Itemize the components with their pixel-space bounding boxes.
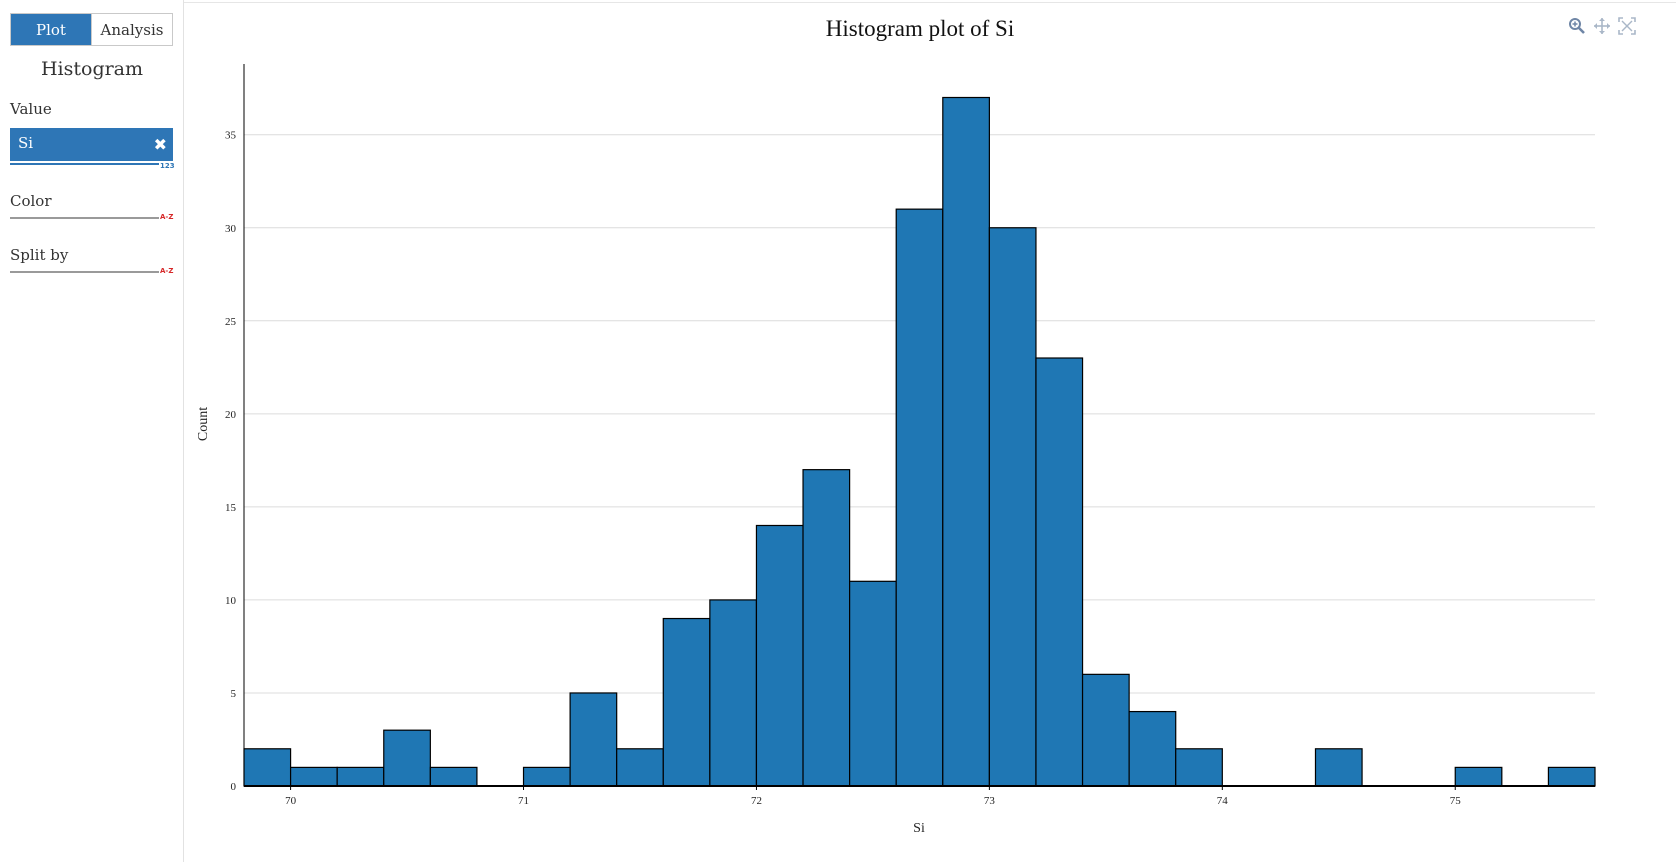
y-tick-label: 20 xyxy=(225,409,237,421)
histogram-bar[interactable] xyxy=(569,692,618,787)
histogram-bar[interactable] xyxy=(1128,710,1177,787)
sidebar-title: Histogram xyxy=(40,58,144,80)
zoom-icon[interactable] xyxy=(1568,17,1586,35)
view-tabs: Plot Analysis xyxy=(10,13,173,46)
sidebar: Plot Analysis Histogram Value Si ✖ 123 C… xyxy=(0,0,184,862)
bars xyxy=(243,96,1596,787)
histogram-bar[interactable] xyxy=(849,580,897,787)
y-tick-label: 35 xyxy=(225,130,237,142)
histogram-bar[interactable] xyxy=(383,729,431,787)
color-type-tag: A-Z xyxy=(160,213,174,221)
histogram-bar[interactable] xyxy=(1314,748,1363,787)
y-tick-label: 10 xyxy=(225,595,237,607)
color-label: Color xyxy=(10,192,52,210)
histogram-bar[interactable] xyxy=(522,766,571,787)
histogram-bar[interactable] xyxy=(243,748,292,787)
split-type-tag: A-Z xyxy=(160,267,174,275)
histogram-bar[interactable] xyxy=(616,748,664,787)
tab-plot[interactable]: Plot xyxy=(11,14,91,45)
value-drop-line xyxy=(10,163,159,165)
histogram-bar[interactable] xyxy=(802,469,851,787)
histogram-bar[interactable] xyxy=(1547,766,1596,787)
histogram-bar[interactable] xyxy=(895,208,944,787)
top-border xyxy=(184,2,1676,3)
x-axis-label: Si xyxy=(913,821,925,836)
y-tick-label: 25 xyxy=(225,316,237,328)
histogram-bar[interactable] xyxy=(755,524,804,787)
x-tick-label: 74 xyxy=(1217,795,1229,807)
histogram-bar[interactable] xyxy=(1175,748,1223,787)
y-axis-label: Count xyxy=(196,407,211,441)
histogram-bar[interactable] xyxy=(1081,673,1130,787)
histogram-bar[interactable] xyxy=(1454,766,1503,787)
numeric-type-tag: 123 xyxy=(160,162,175,170)
x-tick-label: 70 xyxy=(285,795,297,807)
chart-title: Histogram plot of Si xyxy=(825,16,1015,41)
histogram-bar[interactable] xyxy=(429,766,478,787)
value-label: Value xyxy=(10,100,52,118)
split-drop-zone[interactable] xyxy=(10,271,159,273)
x-tick-label: 72 xyxy=(751,795,762,807)
histogram-bar[interactable] xyxy=(336,766,385,787)
histogram-bar[interactable] xyxy=(662,617,711,787)
value-field-name: Si xyxy=(18,134,34,152)
remove-field-icon[interactable]: ✖ xyxy=(153,135,167,154)
reset-icon[interactable] xyxy=(1618,17,1636,35)
y-tick-label: 0 xyxy=(231,781,237,793)
tab-analysis[interactable]: Analysis xyxy=(91,14,172,45)
x-tick-label: 73 xyxy=(984,795,996,807)
y-tick-label: 30 xyxy=(225,223,237,235)
histogram-bar[interactable] xyxy=(709,599,758,787)
x-tick-label: 71 xyxy=(518,795,529,807)
pan-icon[interactable] xyxy=(1593,17,1611,35)
y-tick-label: 15 xyxy=(225,502,237,514)
axes: 0 5 10 15 20 25 30 35 70 71 72 73 74 75 xyxy=(225,64,1595,807)
histogram-bar[interactable] xyxy=(1035,357,1084,787)
histogram-bar[interactable] xyxy=(289,766,338,787)
histogram-bar[interactable] xyxy=(988,227,1037,787)
color-drop-zone[interactable] xyxy=(10,217,159,219)
y-tick-label: 5 xyxy=(231,688,237,700)
x-tick-label: 75 xyxy=(1450,795,1462,807)
value-field-pill[interactable]: Si ✖ xyxy=(10,128,173,161)
histogram-bar[interactable] xyxy=(942,96,990,787)
split-label: Split by xyxy=(10,246,69,264)
